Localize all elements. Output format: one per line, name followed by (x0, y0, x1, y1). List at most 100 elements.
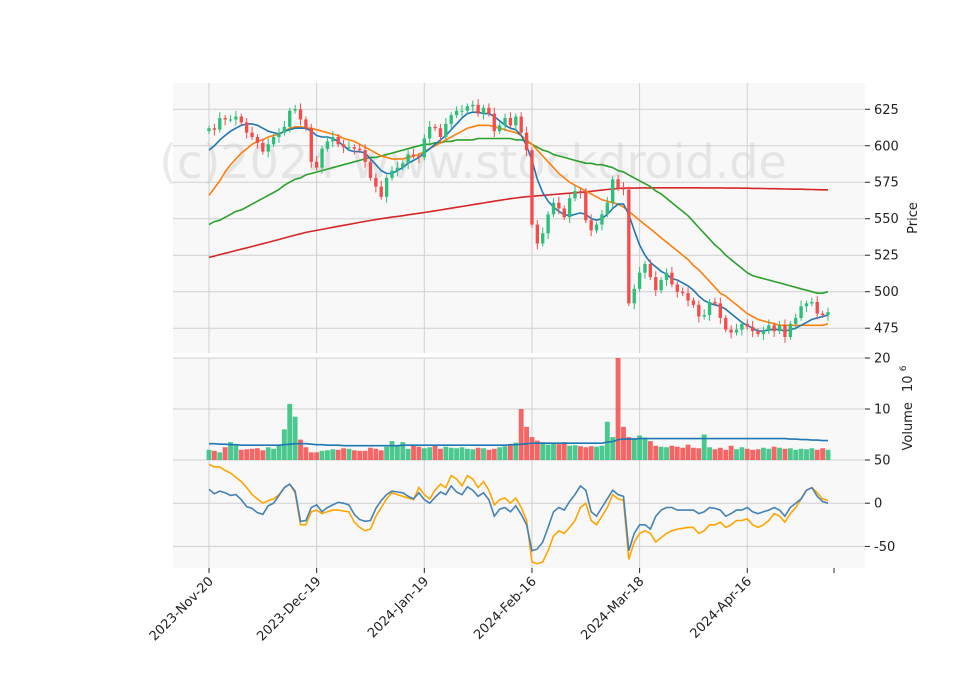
volume-bar (448, 447, 454, 460)
candle-body (390, 170, 394, 178)
volume-bar (486, 449, 492, 460)
candle-body (271, 137, 276, 145)
candle-body (460, 110, 464, 112)
x-tick-label: 2023-Dec-19 (254, 574, 324, 644)
volume-bar (249, 448, 255, 460)
candle-body (255, 137, 260, 143)
volume-bar (750, 449, 756, 460)
volume-bar (416, 446, 422, 460)
volume-bar (330, 449, 336, 460)
candle-body (637, 272, 642, 289)
volume-bar (701, 434, 707, 460)
volume-bar (228, 442, 233, 460)
candle-body (750, 326, 755, 332)
oscillator-tick-label: 0 (874, 497, 882, 512)
candle-body (740, 323, 744, 330)
oscillator-panel-bg (173, 460, 865, 568)
x-tick-label: 2024-Jan-19 (365, 574, 432, 641)
candle-body (481, 107, 486, 114)
volume-bar (341, 448, 346, 460)
volume-bar (432, 445, 438, 460)
candle-body (648, 263, 653, 278)
volume-bar (443, 446, 449, 460)
candle-body (492, 113, 496, 132)
candle-body (454, 110, 459, 116)
volume-bar (206, 449, 212, 460)
candle-body (567, 198, 572, 218)
volume-bar (771, 446, 777, 460)
candle-body (465, 106, 470, 111)
volume-bar (298, 439, 303, 460)
candle-body (578, 191, 583, 193)
oscillator-tick-label: -50 (874, 540, 895, 555)
volume-bar (287, 403, 293, 460)
candle-body (347, 147, 351, 149)
volume-bar (642, 437, 648, 460)
candle-body (530, 150, 534, 225)
volume-bar (680, 447, 686, 460)
volume-bar (540, 442, 546, 460)
grid-layer (173, 83, 865, 568)
candle-body (336, 137, 340, 145)
volume-axis-label-main: Volume (901, 402, 916, 450)
candle-body (734, 329, 739, 333)
volume-bar (454, 448, 460, 460)
candle-body (508, 118, 513, 126)
volume-bar (664, 447, 669, 460)
candle-body (476, 104, 480, 114)
volume-bar (744, 448, 750, 460)
candle-body (304, 119, 308, 129)
candle-body (546, 214, 550, 234)
candle-body (627, 189, 631, 304)
price-tick-label: 550 (874, 212, 899, 227)
volume-bar (271, 448, 277, 460)
candle-body (331, 137, 335, 142)
candle-body (298, 109, 303, 120)
candle-body (675, 284, 679, 292)
candle-body (783, 325, 787, 337)
candle-body (756, 331, 760, 335)
volume-bar (712, 449, 718, 460)
candle-body (411, 154, 416, 156)
candle-body (228, 119, 233, 121)
volume-bar (211, 450, 217, 460)
candle-body (632, 288, 636, 304)
volume-bar (755, 449, 761, 460)
candle-body (767, 325, 771, 332)
price-tick-label: 475 (874, 322, 899, 337)
candle-body (320, 148, 324, 168)
volume-bar (734, 449, 739, 460)
candle-body (293, 109, 297, 111)
volume-bar (319, 450, 325, 460)
candle-body (600, 214, 604, 225)
volume-bar (594, 446, 599, 460)
volume-bar (427, 447, 433, 460)
x-tick-label: 2023-Nov-20 (147, 574, 217, 644)
candle-body (384, 177, 389, 197)
volume-bar (400, 442, 406, 460)
candle-body (659, 280, 663, 291)
volume-bar (346, 448, 352, 460)
candle-body (761, 331, 766, 335)
volume-bar (362, 450, 368, 460)
volume-bar (545, 444, 551, 460)
volume-axis-label: Volume 10 6 (899, 365, 916, 450)
candle-body (401, 163, 405, 168)
candle-body (374, 177, 378, 187)
x-tick-label: 2024-Feb-16 (471, 574, 540, 643)
candle-body (309, 128, 313, 162)
volume-bar (292, 416, 298, 460)
candle-body (239, 116, 243, 123)
ma-longest-line (208, 187, 828, 259)
volume-bar (238, 449, 244, 460)
volume-bar (572, 445, 578, 460)
candle-body (820, 313, 825, 316)
candle-body (535, 224, 540, 244)
candle-layer (207, 99, 830, 343)
volume-bar (276, 444, 282, 460)
volume-bar (459, 447, 465, 460)
volume-bar (255, 448, 260, 460)
candle-body (449, 115, 453, 124)
candle-body (212, 128, 217, 130)
